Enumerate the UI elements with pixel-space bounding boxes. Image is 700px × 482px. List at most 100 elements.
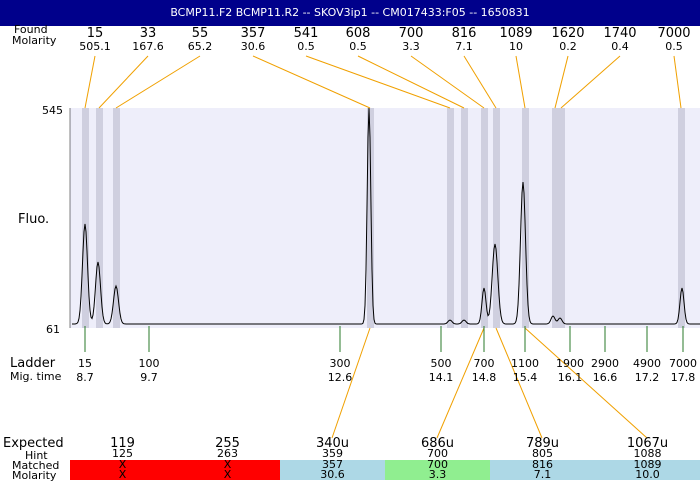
found-leader-line <box>673 55 682 109</box>
expected-hint: 700 <box>427 447 448 460</box>
ladder-size: 1100 <box>511 357 539 370</box>
fluorescence-trace <box>72 107 700 325</box>
found-peak-size: 608 <box>345 26 371 41</box>
peak-band <box>522 108 529 328</box>
found-peak-size: 7000 <box>657 26 691 41</box>
found-peak-molarity: 0.4 <box>611 40 629 53</box>
hint-label: Hint <box>25 449 48 462</box>
found-peak-size: 15 <box>86 26 104 41</box>
found-leader-line <box>357 55 465 109</box>
expected-size: 340u <box>315 436 350 451</box>
peak-band <box>481 108 488 328</box>
peak-band <box>493 108 500 328</box>
found-peak-molarity: 65.2 <box>187 40 213 53</box>
ladder-size: 300 <box>329 357 351 370</box>
ladder-mig-time: 14.8 <box>471 371 497 384</box>
expected-size: 119 <box>110 436 135 451</box>
ladder-size: 2900 <box>591 357 619 370</box>
found-peak-molarity: 505.1 <box>79 40 111 53</box>
found-leader-line <box>98 55 149 109</box>
found-peak-size: 816 <box>451 26 477 41</box>
expected-size: 686u <box>420 436 455 451</box>
expected-matched: 700 <box>427 458 448 471</box>
found-peak-size: 357 <box>240 26 266 41</box>
expected-size: 789u <box>525 436 560 451</box>
found-peak-size: 1620 <box>551 26 585 41</box>
expected-molarity: 30.6 <box>320 468 345 481</box>
expected-match-cell: 816 7.1 <box>490 458 595 481</box>
ladder-size: 1900 <box>556 357 584 370</box>
y-bottom-label: 61 <box>46 323 60 336</box>
expected-molarity: X <box>118 468 127 481</box>
found-leader-line <box>115 55 201 109</box>
found-label: Found <box>14 23 48 36</box>
expected-matched: 816 <box>532 458 553 471</box>
expected-hint: 359 <box>322 447 343 460</box>
peak-band <box>96 108 103 328</box>
expected-label: Expected <box>3 436 64 451</box>
found-peak-size: 700 <box>398 26 424 41</box>
expected-leader-line <box>524 327 648 439</box>
found-leader-line <box>410 55 485 109</box>
found-leader-line <box>252 55 371 109</box>
peak-band <box>447 108 454 328</box>
found-leader-line <box>84 55 96 109</box>
expected-match-cell: 1089 10.0 <box>595 458 700 480</box>
found-peak-size: 541 <box>293 26 319 41</box>
peak-band <box>558 108 565 328</box>
found-leader-line <box>305 55 451 109</box>
expected-hint: 805 <box>532 447 553 460</box>
fluo-label: Fluo. <box>18 212 50 227</box>
found-peak-molarity: 167.6 <box>132 40 164 53</box>
found-peak-molarity: 0.2 <box>559 40 577 53</box>
y-top-label: 545 <box>42 104 63 117</box>
expected-molarity: 7.1 <box>533 468 552 481</box>
ladder-mig-time: 12.6 <box>327 371 353 384</box>
ladder-size: 15 <box>78 357 92 370</box>
found-leader-line <box>560 55 621 109</box>
found-peak-size: 33 <box>139 26 157 41</box>
ladder-mig-time: 16.1 <box>557 371 583 384</box>
found-peak-molarity: 0.5 <box>665 40 683 53</box>
found-peak-molarity: 7.1 <box>455 40 473 53</box>
expected-hint: 125 <box>112 447 133 460</box>
found-peak-molarity: 3.3 <box>402 40 420 53</box>
ladder-mig-time: 14.1 <box>428 371 454 384</box>
molarity-label: Molarity <box>12 34 57 47</box>
ladder-size: 700 <box>473 357 495 370</box>
expected-leader-line <box>331 327 371 439</box>
matched-label: Matched <box>12 459 60 472</box>
found-peak-molarity: 30.6 <box>240 40 266 53</box>
ladder-mig-time: 15.4 <box>512 371 538 384</box>
found-leader-line <box>463 55 497 109</box>
ladder-label: Ladder <box>10 356 56 371</box>
ladder-mig-time: 17.2 <box>634 371 660 384</box>
mig-time-label: Mig. time <box>10 370 62 383</box>
expected-molarity: X <box>223 468 232 481</box>
ladder-size: 100 <box>138 357 160 370</box>
expected-hint: 263 <box>217 447 238 460</box>
expected-matched: X <box>118 458 127 471</box>
found-peak-size: 55 <box>191 26 209 41</box>
expected-matched: 1089 <box>633 458 662 471</box>
peak-band <box>552 108 559 328</box>
peak-band <box>461 108 468 328</box>
ladder-mig-time: 17.8 <box>670 371 696 384</box>
title-bar: BCMP11.F2 BCMP11.R2 -- SKOV3ip1 -- CM017… <box>0 0 700 26</box>
ladder-size: 500 <box>430 357 452 370</box>
peak-band <box>82 108 89 328</box>
found-peak-molarity: 10 <box>509 40 523 53</box>
ladder-size: 7000 <box>669 357 697 370</box>
expected-size: 255 <box>215 436 240 451</box>
expected-matched: 357 <box>322 458 343 471</box>
plot-area <box>70 108 700 328</box>
expected-leader-line <box>495 327 543 439</box>
peak-band <box>113 108 120 328</box>
expected-match-cell: 357 30.6 <box>280 458 385 481</box>
found-leader-line <box>515 55 526 109</box>
peak-band <box>367 108 374 328</box>
found-peak-molarity: 0.5 <box>349 40 367 53</box>
found-peak-molarity: 0.5 <box>297 40 315 53</box>
